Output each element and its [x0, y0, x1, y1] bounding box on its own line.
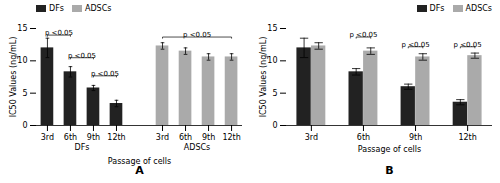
svg-text:9th: 9th	[409, 133, 422, 142]
svg-text:5: 5	[272, 89, 277, 98]
svg-text:p <0.05: p <0.05	[45, 29, 73, 37]
svg-text:5: 5	[22, 89, 27, 98]
svg-text:10: 10	[267, 56, 277, 65]
svg-text:3rd: 3rd	[156, 133, 169, 142]
svg-text:12th: 12th	[107, 133, 125, 142]
svg-text:15: 15	[267, 24, 277, 33]
svg-text:12th: 12th	[222, 133, 240, 142]
svg-text:Passage of cells: Passage of cells	[358, 145, 421, 154]
svg-text:p <0.05: p <0.05	[68, 52, 96, 60]
svg-text:A: A	[135, 164, 144, 177]
svg-text:6th: 6th	[179, 133, 192, 142]
svg-text:ADSCs: ADSCs	[184, 143, 210, 152]
svg-text:IC50 Values (ng/mL): IC50 Values (ng/mL)	[9, 37, 18, 118]
svg-text:0: 0	[272, 121, 277, 130]
svg-text:9th: 9th	[87, 133, 100, 142]
svg-text:0: 0	[22, 121, 27, 130]
svg-text:3rd: 3rd	[41, 133, 54, 142]
html-text:DFs: DFs	[429, 3, 445, 13]
svg-text:15: 15	[17, 24, 27, 33]
svg-text:p <0.05: p <0.05	[401, 41, 429, 49]
html-text:ADSCs: ADSCs	[465, 3, 492, 13]
svg-text:p <0.05: p <0.05	[454, 41, 482, 49]
svg-text:IC50 Values (ng/mL): IC50 Values (ng/mL)	[259, 37, 268, 118]
svg-text:p <0.05: p <0.05	[91, 70, 119, 78]
svg-text:6th: 6th	[357, 133, 370, 142]
svg-text:9th: 9th	[202, 133, 215, 142]
svg-text:12th: 12th	[458, 133, 476, 142]
html-text:ADSCs: ADSCs	[84, 3, 112, 13]
svg-text:B: B	[385, 164, 393, 177]
svg-text:10: 10	[17, 56, 27, 65]
html-text:DFs: DFs	[49, 3, 64, 13]
svg-text:6th: 6th	[64, 133, 77, 142]
svg-text:DFs: DFs	[74, 143, 89, 152]
svg-text:Passage of cells: Passage of cells	[107, 156, 172, 166]
svg-text:3rd: 3rd	[305, 133, 318, 142]
svg-text:p <0.05: p <0.05	[183, 31, 211, 39]
svg-text:p <0.05: p <0.05	[349, 31, 377, 39]
